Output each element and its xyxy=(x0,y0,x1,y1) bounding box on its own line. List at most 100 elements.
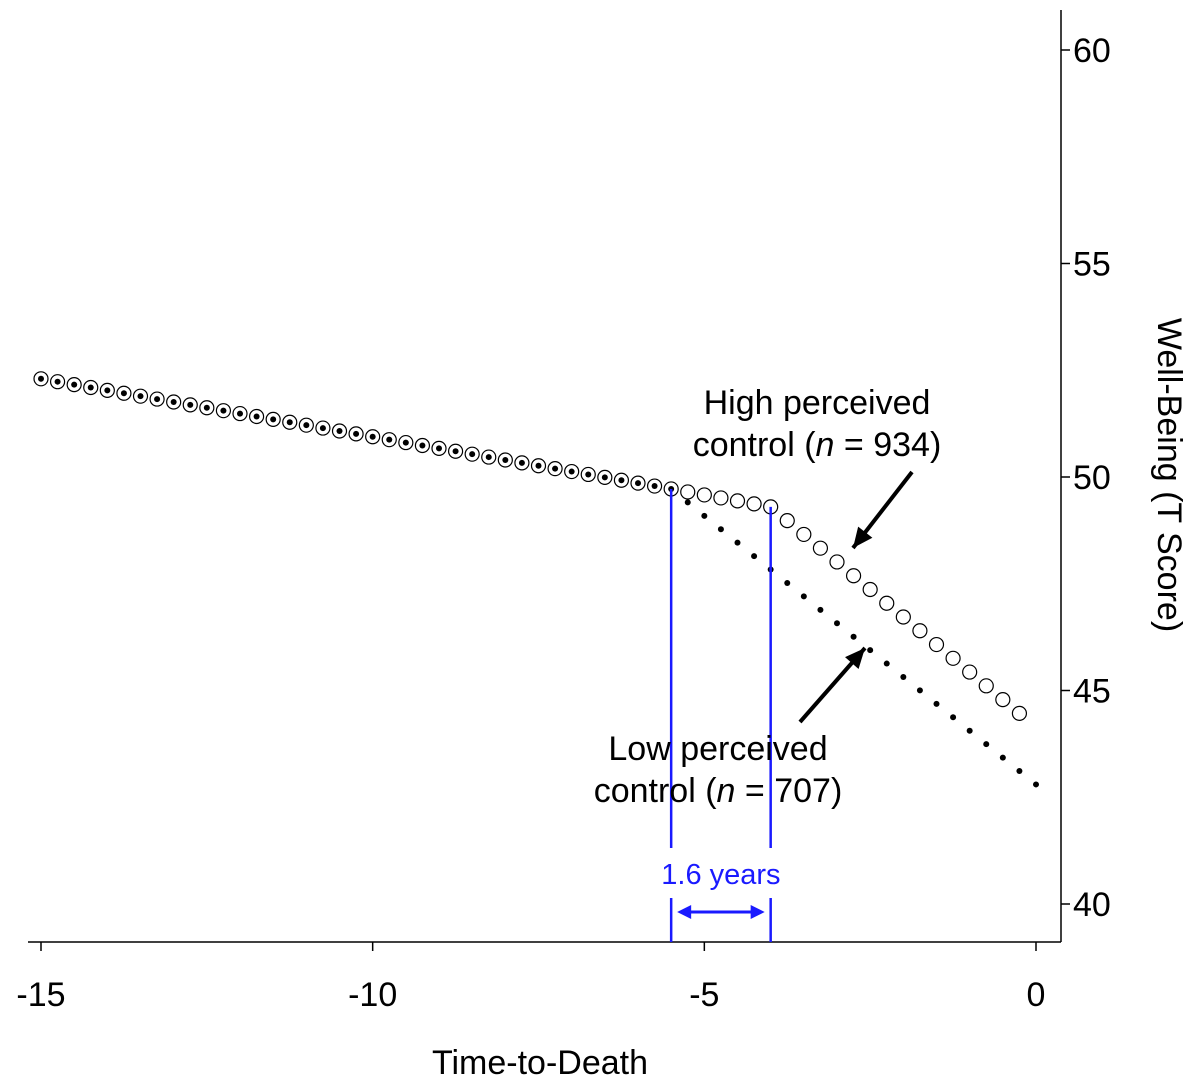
low-control-point xyxy=(552,465,559,472)
interval-arrow-head-left xyxy=(677,905,692,919)
low-control-point xyxy=(1033,781,1039,788)
high-control-point xyxy=(33,371,49,387)
high-control-point xyxy=(232,405,248,422)
high-control-point xyxy=(564,463,580,480)
low-control-point xyxy=(717,526,724,533)
high-control-point xyxy=(696,487,712,503)
high-control-label-suffix: = 934) xyxy=(834,426,941,464)
high-control-point xyxy=(182,397,198,413)
low-control-point xyxy=(386,436,393,443)
high-control-point xyxy=(530,458,547,474)
low-control-point xyxy=(353,430,360,437)
high-control-point xyxy=(464,446,480,462)
high-control-point xyxy=(829,554,845,570)
low-control-point xyxy=(883,660,890,667)
low-control-point xyxy=(834,620,840,627)
high-control-point xyxy=(962,664,978,680)
low-control-point xyxy=(154,396,161,403)
low-control-point xyxy=(900,673,907,680)
low-control-point xyxy=(452,448,459,455)
low-control-point xyxy=(485,454,492,461)
low-control-point xyxy=(369,433,376,440)
low-control-point xyxy=(518,459,525,466)
high-control-point xyxy=(862,581,878,598)
high-control-point xyxy=(978,678,994,694)
high-control-label-n: n xyxy=(816,426,835,464)
high-control-point xyxy=(995,692,1011,708)
high-control-point xyxy=(481,449,497,465)
low-control-label-suffix: = 707) xyxy=(735,772,842,810)
low-control-point xyxy=(502,456,509,463)
high-control-point xyxy=(66,376,82,393)
high-control-point xyxy=(746,496,762,512)
x-tick-label: -5 xyxy=(689,976,719,1014)
low-control-point xyxy=(585,471,592,478)
axes: -15 -10 -5 0 40 45 50 55 60 Time-to-Death Well-Bei… xyxy=(16,10,1188,1082)
high-control-point xyxy=(116,385,132,401)
low-control-point xyxy=(469,451,476,458)
low-control-point xyxy=(436,445,442,452)
high-control-point xyxy=(298,417,314,433)
interval-arrow-head-right xyxy=(750,905,765,919)
high-control-point xyxy=(83,379,99,396)
low-control-point xyxy=(983,741,990,748)
low-control-point xyxy=(751,553,758,560)
high-control-point xyxy=(49,374,66,390)
high-control-label-line2: control (n = 934) xyxy=(693,426,942,464)
low-control-point xyxy=(601,474,608,481)
x-tick-label: -10 xyxy=(348,976,397,1014)
low-control-point xyxy=(137,393,144,400)
low-control-label-n: n xyxy=(717,772,736,810)
low-control-point xyxy=(867,647,874,654)
high-control-point xyxy=(215,403,232,419)
low-control-point xyxy=(999,754,1006,761)
low-control-point xyxy=(71,381,78,388)
low-control-point xyxy=(120,390,127,397)
low-control-point xyxy=(319,425,326,432)
low-control-point xyxy=(916,687,923,694)
low-control-label-line1: Low perceived xyxy=(608,730,827,768)
low-control-point xyxy=(933,700,940,707)
high-control-point xyxy=(630,475,646,491)
y-tick-label: 40 xyxy=(1073,886,1111,924)
high-control-point xyxy=(812,540,829,556)
y-axis-title: Well-Being (T Score) xyxy=(1150,318,1188,632)
high-control-point xyxy=(580,466,596,483)
low-control-point xyxy=(1016,768,1023,775)
low-control-point xyxy=(419,442,426,449)
low-control-point xyxy=(170,398,177,405)
high-control-point xyxy=(132,388,149,404)
y-tick-label: 45 xyxy=(1073,673,1111,711)
low-control-point xyxy=(402,439,409,446)
high-control-point xyxy=(514,455,530,471)
low-control-point xyxy=(303,422,310,429)
high-control-point xyxy=(845,568,862,584)
high-control-point xyxy=(912,623,928,639)
y-tick-label: 60 xyxy=(1073,32,1111,70)
low-control-point xyxy=(684,499,691,506)
high-control-point xyxy=(414,437,431,454)
high-control-point xyxy=(547,461,563,477)
low-control-point xyxy=(87,384,94,391)
x-axis-title: Time-to-Death xyxy=(432,1044,648,1082)
high-control-point xyxy=(149,391,165,407)
x-tick-label: -15 xyxy=(16,976,65,1014)
high-control-point xyxy=(331,423,348,439)
low-control-point xyxy=(187,401,194,408)
low-control-point xyxy=(220,407,227,414)
high-control-point xyxy=(779,513,795,529)
high-control-point xyxy=(166,394,182,410)
low-control-point xyxy=(734,539,741,546)
high-control-point xyxy=(381,432,397,448)
interval-label: 1.6 years xyxy=(661,859,780,891)
low-control-point xyxy=(966,727,973,734)
high-control-point xyxy=(1011,705,1028,721)
high-control-point xyxy=(99,382,115,398)
high-control-point xyxy=(431,440,447,456)
high-control-point xyxy=(398,434,414,451)
high-control-point xyxy=(680,484,696,500)
high-control-point xyxy=(945,650,961,666)
high-control-point xyxy=(879,595,895,611)
high-control-point xyxy=(713,490,729,506)
low-control-point xyxy=(54,378,61,385)
